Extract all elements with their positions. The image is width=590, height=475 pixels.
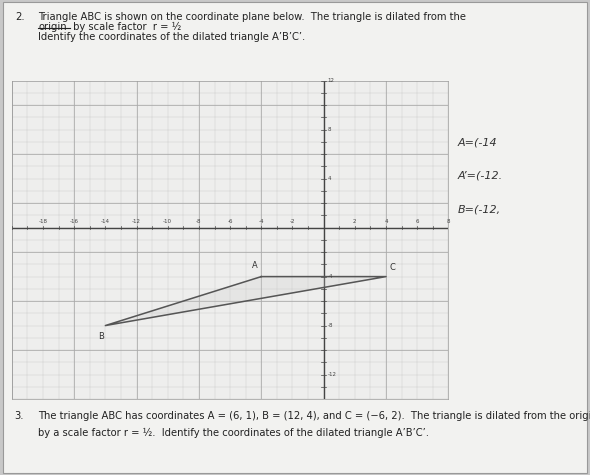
Text: 1   4    4: 1 4 4 — [43, 371, 99, 381]
Text: 2: 2 — [353, 219, 356, 224]
Text: Triangle ABC is shown on the coordinate plane below.  The triangle is dilated fr: Triangle ABC is shown on the coordinate … — [38, 12, 470, 22]
Text: Identify the coordinates of the dilated triangle A’B’C’.: Identify the coordinates of the dilated … — [38, 32, 306, 42]
Text: X₁Y: X₁Y — [136, 339, 154, 349]
Text: 8: 8 — [327, 127, 331, 132]
Text: 4: 4 — [327, 176, 331, 181]
Text: -14: -14 — [101, 219, 110, 224]
Text: X: X — [27, 184, 38, 198]
Text: -6: -6 — [227, 219, 233, 224]
Text: -12: -12 — [132, 219, 141, 224]
Polygon shape — [106, 276, 386, 325]
Text: 2.: 2. — [15, 12, 24, 22]
Text: 12: 12 — [327, 78, 335, 83]
Text: 1   4   4: 1 4 4 — [34, 234, 87, 244]
Text: -2: -2 — [290, 219, 295, 224]
Text: by scale factor  r = ½: by scale factor r = ½ — [70, 22, 181, 32]
Text: -10: -10 — [163, 219, 172, 224]
Text: A’=(-12.5,−b): A’=(-12.5,−b) — [42, 186, 113, 196]
Text: 3.: 3. — [15, 411, 24, 421]
Text: (−14,−8): (−14,−8) — [106, 304, 154, 314]
Text: -16: -16 — [70, 219, 78, 224]
Text: -12: -12 — [327, 372, 336, 377]
Text: |4x5  −70  =−7.5: |4x5 −70 =−7.5 — [34, 206, 126, 217]
Text: C: C — [389, 263, 395, 272]
Text: −8x5  =−40  =−10: −8x5 =−40 =−10 — [43, 344, 146, 354]
Text: A: A — [253, 261, 258, 270]
Text: -4: -4 — [327, 274, 333, 279]
Text: -8: -8 — [327, 323, 333, 328]
Text: -8: -8 — [196, 219, 202, 224]
Text: origin: origin — [38, 22, 67, 32]
Text: 6: 6 — [415, 219, 419, 224]
Text: 4: 4 — [384, 219, 388, 224]
Text: 8: 8 — [447, 219, 450, 224]
Text: A’=(-12.: A’=(-12. — [457, 171, 502, 181]
Text: A=(-14: A=(-14 — [457, 138, 497, 148]
Text: B: B — [98, 332, 104, 341]
Text: B=(-12,: B=(-12, — [457, 204, 500, 214]
Text: by a scale factor r = ½.  Identify the coordinates of the dilated triangle A’B’C: by a scale factor r = ½. Identify the co… — [38, 428, 430, 437]
Text: −: − — [27, 218, 39, 232]
Text: -4: -4 — [258, 219, 264, 224]
Text: -18: -18 — [38, 219, 47, 224]
Text: The triangle ABC has coordinates A = (6, 1), B = (12, 4), and C = (−6, 2).  The : The triangle ABC has coordinates A = (6,… — [38, 411, 590, 421]
